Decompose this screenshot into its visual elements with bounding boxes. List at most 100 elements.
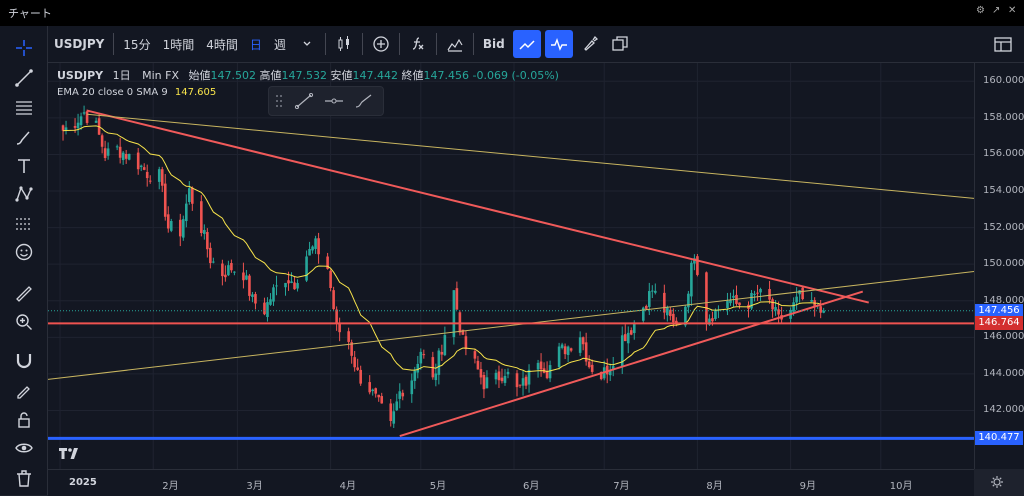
interval-1h-button[interactable]: 1時間 xyxy=(162,37,195,52)
popout-icon[interactable]: ↗ xyxy=(992,5,1001,16)
price-tick-label: 160.000 xyxy=(983,75,1024,87)
brush-icon[interactable] xyxy=(349,89,379,113)
candle-body xyxy=(464,336,468,350)
line-tool-icon[interactable] xyxy=(289,89,319,113)
paint-icon[interactable] xyxy=(575,30,605,58)
crosshair-icon[interactable] xyxy=(12,36,36,60)
magnet-icon[interactable] xyxy=(12,348,36,372)
candle-body xyxy=(443,335,447,356)
lock-drawing-icon[interactable] xyxy=(12,378,36,402)
price-tick-label: 152.000 xyxy=(983,221,1024,233)
toolbar-divider xyxy=(113,33,115,55)
indicator-legend[interactable]: EMA 20 close 0 SMA 9 147.605 xyxy=(57,87,216,98)
candle-body xyxy=(437,350,441,375)
price-tick-label: 148.000 xyxy=(983,294,1024,306)
candle-body xyxy=(410,380,414,395)
horizontal-ray-icon[interactable] xyxy=(319,89,349,113)
candle-body xyxy=(206,232,209,250)
axis-settings-icon[interactable] xyxy=(990,474,1004,493)
close-icon[interactable]: ✕ xyxy=(1008,5,1017,16)
lock-icon[interactable] xyxy=(12,408,36,432)
legend-low-value: 147.442 xyxy=(352,69,399,82)
candle-body xyxy=(527,369,531,385)
brush-tool-icon[interactable] xyxy=(12,126,36,150)
legend-change: -0.069 xyxy=(472,69,508,82)
layout-icon[interactable] xyxy=(605,30,635,58)
interval-week-button[interactable]: 週 xyxy=(273,37,286,52)
toolbar-divider xyxy=(472,33,474,55)
candle-body xyxy=(145,171,149,179)
candle-body xyxy=(485,377,489,389)
legend-low-label: 安値 xyxy=(330,69,353,82)
templates-icon[interactable] xyxy=(440,30,470,58)
ruler-tool-icon[interactable] xyxy=(12,282,36,306)
eye-icon[interactable] xyxy=(12,436,36,460)
drag-handle-icon[interactable] xyxy=(269,89,289,113)
prediction-tool-icon[interactable] xyxy=(12,212,36,236)
toolbar-divider xyxy=(398,33,400,55)
candle-body xyxy=(795,296,798,303)
legend-open-label: 始値 xyxy=(188,69,211,82)
candle-body xyxy=(127,153,131,160)
candle-body xyxy=(771,299,774,310)
chevron-down-icon[interactable] xyxy=(292,30,322,58)
price-source-button[interactable]: Bid xyxy=(482,37,505,51)
indicators-icon[interactable] xyxy=(403,30,433,58)
candle-body xyxy=(242,272,245,281)
price-chart[interactable] xyxy=(48,63,974,469)
candle-body xyxy=(209,247,212,264)
time-axis[interactable]: 2025 2月 3月 4月 5月 6月 7月 8月 9月 10月 xyxy=(48,469,974,496)
candle-body xyxy=(644,305,648,309)
candle-body xyxy=(693,258,696,264)
chart-area[interactable] xyxy=(48,63,974,469)
candle-body xyxy=(287,280,290,284)
interval-15m-button[interactable]: 15分 xyxy=(123,37,151,52)
candle-body xyxy=(518,384,522,386)
chart-toolbar: USDJPY 15分 1時間 4時間 日 週 Bid xyxy=(48,26,1024,63)
candle-body xyxy=(94,120,98,123)
fullscreen-layout-icon[interactable] xyxy=(988,30,1018,58)
candle-body xyxy=(641,307,645,321)
add-compare-icon[interactable] xyxy=(366,30,396,58)
candle-body xyxy=(73,126,77,128)
candle-body xyxy=(178,219,182,237)
toolbar-divider xyxy=(435,33,437,55)
candle-body xyxy=(578,337,582,353)
ema-line xyxy=(62,125,824,373)
candle-body xyxy=(160,169,164,186)
candle-body xyxy=(266,302,269,317)
candle-body xyxy=(293,282,296,290)
trade-up-icon[interactable] xyxy=(512,30,541,58)
candle-body xyxy=(819,306,822,313)
pulse-icon[interactable] xyxy=(544,30,573,58)
pattern-tool-icon[interactable] xyxy=(12,182,36,206)
candles-icon[interactable] xyxy=(329,30,359,58)
candle-body xyxy=(353,357,356,368)
emoji-tool-icon[interactable] xyxy=(12,240,36,264)
candle-body xyxy=(368,382,371,393)
candle-body xyxy=(557,346,561,367)
candle-body xyxy=(822,310,825,313)
candle-body xyxy=(738,302,741,306)
candle-body xyxy=(212,261,215,263)
candle-body xyxy=(524,376,528,386)
zoom-in-icon[interactable] xyxy=(12,310,36,334)
time-tick-label: 8月 xyxy=(706,481,723,492)
trash-icon[interactable] xyxy=(12,466,36,490)
candle-body xyxy=(750,292,753,309)
candle-body xyxy=(326,256,329,269)
candle-body xyxy=(521,378,525,386)
legend-close-value: 147.456 xyxy=(423,69,470,82)
trendline-tool-icon[interactable] xyxy=(12,66,36,90)
symbol-button[interactable]: USDJPY xyxy=(54,37,105,51)
settings-icon[interactable]: ⚙ xyxy=(976,5,985,16)
candle-body xyxy=(563,346,567,355)
interval-4h-button[interactable]: 4時間 xyxy=(206,37,238,52)
candle-body xyxy=(148,180,152,182)
interval-day-button[interactable]: 日 xyxy=(249,37,262,52)
text-tool-icon[interactable] xyxy=(12,154,36,178)
fib-tool-icon[interactable] xyxy=(12,96,36,120)
price-axis[interactable]: 142.000 144.000 146.000 148.000 150.000 152.0… xyxy=(974,63,1024,469)
candle-body xyxy=(792,302,795,312)
candle-body xyxy=(416,363,420,373)
